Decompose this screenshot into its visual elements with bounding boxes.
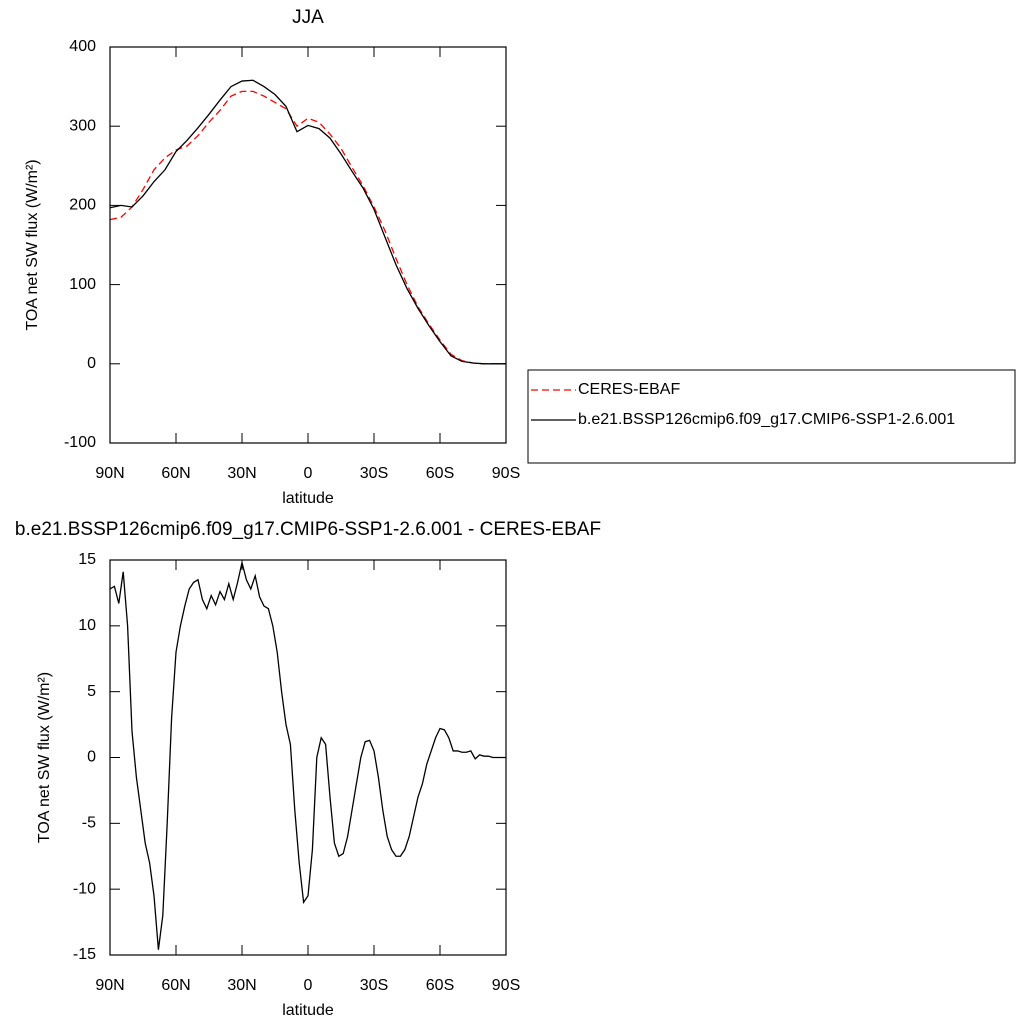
y-tick-label: 400 <box>69 38 96 55</box>
y-tick-label: 0 <box>87 355 96 372</box>
x-tick-label: 60N <box>161 977 190 994</box>
x-tick-label: 90S <box>492 977 520 994</box>
x-tick-label: 30N <box>227 465 256 482</box>
plot-frame <box>109 46 507 444</box>
data-line <box>109 79 506 365</box>
x-tick-label: 0 <box>304 465 313 482</box>
x-tick-label: 30S <box>360 465 388 482</box>
y-tick-label: 5 <box>87 683 96 700</box>
x-tick-label: 0 <box>304 977 313 994</box>
y-tick-label: 300 <box>69 117 96 134</box>
legend-frame <box>527 369 1016 464</box>
x-axis-label: latitude <box>282 1002 334 1019</box>
x-tick-label: 90N <box>95 977 124 994</box>
x-tick-label: 90S <box>492 465 520 482</box>
data-line <box>109 562 506 950</box>
x-tick-label: 60S <box>426 465 454 482</box>
y-tick-label: 10 <box>78 617 96 634</box>
y-tick-label: 15 <box>78 551 96 568</box>
plot-frame <box>109 559 507 956</box>
x-tick-label: 60N <box>161 465 190 482</box>
y-tick-label: 200 <box>69 197 96 214</box>
legend-label: b.e21.BSSP126cmip6.f09_g17.CMIP6-SSP1-2.… <box>578 411 955 428</box>
legend-label: CERES-EBAF <box>578 381 680 398</box>
y-tick-label: -5 <box>82 815 96 832</box>
x-axis-label: latitude <box>282 490 334 507</box>
x-tick-label: 90N <box>95 465 124 482</box>
data-line <box>109 90 506 365</box>
legend: CERES-EBAF b.e21.BSSP126cmip6.f09_g17.CMI… <box>527 369 1016 464</box>
y-tick-label: 0 <box>87 749 96 766</box>
x-tick-label: 30S <box>360 977 388 994</box>
y-tick-label: -100 <box>64 434 96 451</box>
x-tick-label: 60S <box>426 977 454 994</box>
y-tick-label: 100 <box>69 276 96 293</box>
y-tick-label: -10 <box>73 880 96 897</box>
chart-title: b.e21.BSSP126cmip6.f09_g17.CMIP6-SSP1-2.… <box>15 519 601 540</box>
y-tick-label: -15 <box>73 946 96 963</box>
x-tick-label: 30N <box>227 977 256 994</box>
y-axis-label: TOA net SW flux (W/m²) <box>36 672 53 843</box>
chart-title: JJA <box>292 7 324 28</box>
y-axis-label: TOA net SW flux (W/m²) <box>24 159 41 330</box>
